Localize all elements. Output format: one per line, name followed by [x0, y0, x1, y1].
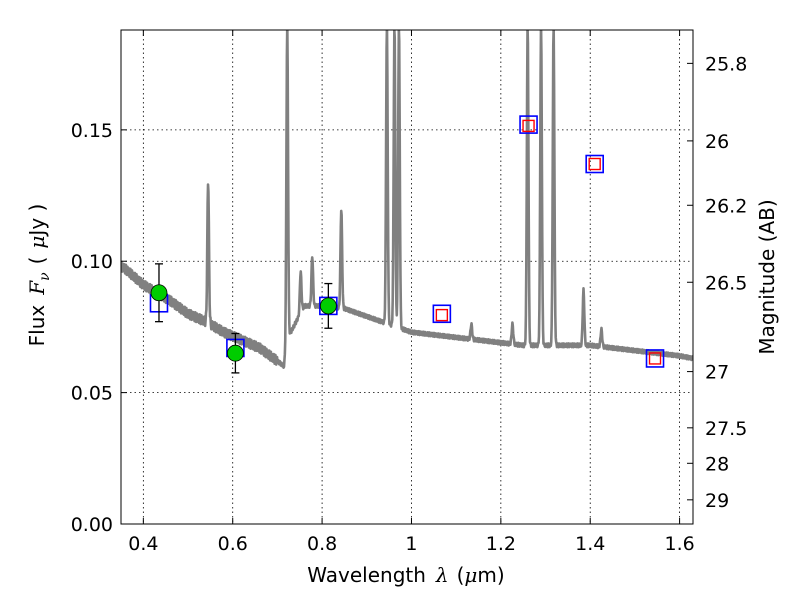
y2-tick-label: 28: [705, 453, 729, 475]
x-tick-label: 0.8: [307, 533, 337, 555]
x-tick-label: 1.4: [575, 533, 605, 555]
x-tick-label: 1.6: [664, 533, 694, 555]
observed-flux-point: [319, 297, 337, 315]
y2-axis-label: Magnitude (AB): [755, 199, 779, 354]
y2-tick-label: 26.2: [705, 195, 747, 217]
plot-frame: [120, 29, 694, 525]
model-flux-square-red: [522, 119, 535, 133]
spectrum-line: [121, 30, 693, 369]
y-tick-label: 0.10: [71, 251, 113, 273]
model-flux-square-blue: [645, 349, 665, 368]
y2-tick-label: 26: [705, 131, 729, 153]
observed-flux-point: [150, 284, 168, 302]
axis-ticks: 0.4 0.6 0.8 1 1.2 1.4 1.6 0.00 0.05 0.10 0.15 25.8 2…: [71, 30, 747, 555]
model-flux-square-red: [435, 308, 449, 322]
observed-flux-point: [226, 344, 244, 362]
photometry-points: [149, 115, 665, 374]
plot-background: [121, 30, 693, 524]
x-tick-label: 1: [405, 533, 417, 555]
y2-tick-label: 29: [705, 490, 729, 512]
x-axis-label: Wavelength λ (μm): [307, 563, 504, 587]
y2-tick-label: 26.5: [705, 272, 747, 294]
model-flux-square-blue: [519, 115, 538, 134]
y-axis-label: FluxFν(μJy ): [25, 204, 53, 347]
model-flux-square-red: [588, 157, 601, 171]
model-flux-square-blue: [585, 154, 604, 174]
model-flux-square-red: [648, 352, 662, 365]
x-tick-label: 0.4: [128, 533, 158, 555]
y2-tick-label: 25.8: [705, 53, 747, 75]
y-tick-label: 0.00: [71, 514, 113, 536]
y-tick-label: 0.05: [71, 383, 113, 405]
x-tick-label: 1.2: [486, 533, 516, 555]
template-spectrum: [121, 30, 693, 369]
y2-tick-label: 27: [705, 362, 729, 384]
y2-tick-label: 27.5: [705, 418, 747, 440]
model-flux-square-blue: [432, 304, 452, 324]
x-tick-label: 0.6: [218, 533, 248, 555]
y-tick-label: 0.15: [71, 120, 113, 142]
